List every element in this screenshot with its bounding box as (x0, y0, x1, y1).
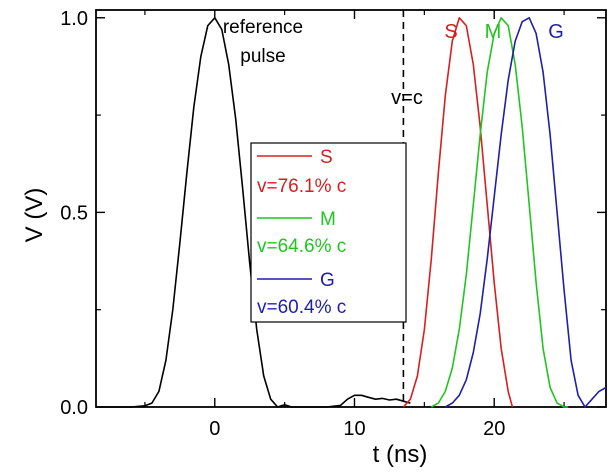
y-tick-label: 0.0 (60, 397, 88, 419)
peak-label-s: S (444, 21, 457, 43)
y-axis-label: V (V) (21, 188, 48, 243)
series-line-1 (402, 16, 514, 408)
legend-label-m: M (320, 209, 336, 230)
legend-label-g: G (320, 270, 335, 291)
plot-frame (95, 9, 607, 408)
series-line-3 (444, 16, 607, 408)
legend-velocity-m: v=64.6% c (257, 236, 346, 257)
y-tick-label: 1.0 (60, 8, 88, 30)
x-axis-label: t (ns) (373, 441, 428, 468)
legend-velocity-g: v=60.4% c (257, 297, 346, 318)
annotation-reference: reference (223, 17, 303, 38)
annotation-pulse: pulse (240, 46, 285, 67)
x-tick-label: 10 (343, 418, 365, 440)
peak-label-m: M (485, 21, 502, 43)
legend-label-s: S (320, 147, 333, 168)
x-tick-label: 20 (483, 418, 505, 440)
legend-velocity-s: v=76.1% c (257, 176, 346, 197)
series-line-2 (430, 16, 569, 408)
legend: S v=76.1% c M v=64.6% c G v=60.4% c (250, 142, 407, 323)
x-tick-label: 0 (209, 418, 220, 440)
axes: 0 10 20 0.0 0.5 1.0 (60, 8, 607, 440)
annotation-vc: v=c (391, 87, 423, 109)
legend-box (250, 142, 407, 323)
peak-label-g: G (548, 21, 564, 43)
series-line-0 (96, 16, 411, 408)
y-tick-label: 0.5 (60, 202, 88, 224)
series-lines (96, 16, 607, 408)
